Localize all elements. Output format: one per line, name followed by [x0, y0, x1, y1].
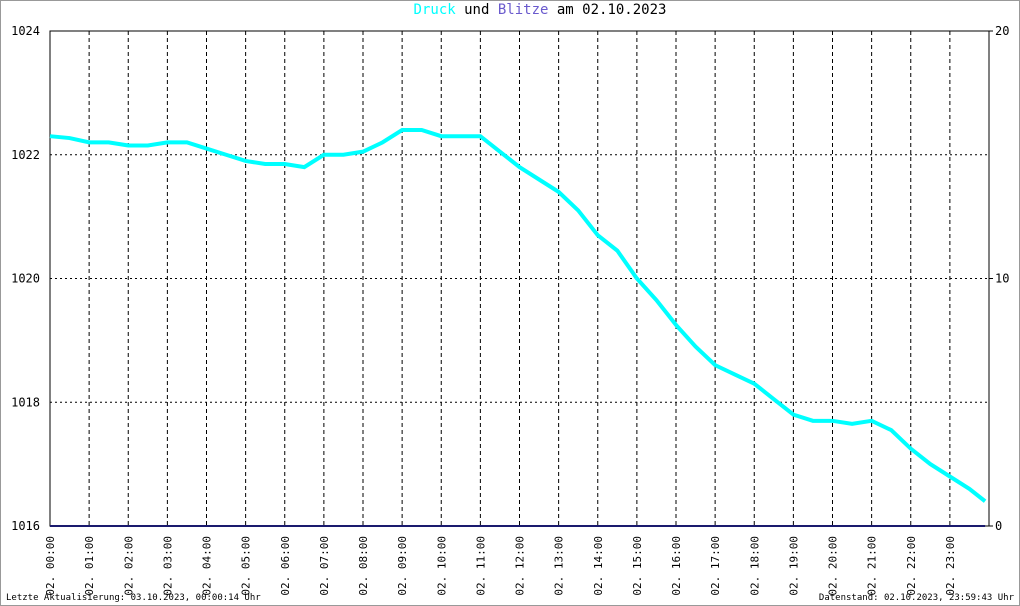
- x-tick-label: 02. 22:00: [905, 536, 918, 596]
- x-tick-label: 02. 00:00: [44, 536, 57, 596]
- y2-tick-label: 0: [995, 519, 1002, 533]
- y-tick-label: 1022: [11, 148, 40, 162]
- x-tick-label: 02. 16:00: [670, 536, 683, 596]
- x-tick-label: 02. 04:00: [201, 536, 214, 596]
- x-tick-label: 02. 08:00: [357, 536, 370, 596]
- y-tick-label: 1016: [11, 519, 40, 533]
- data-line: [49, 128, 987, 503]
- x-tick-label: 02. 01:00: [83, 536, 96, 596]
- x-tick-label: 02. 03:00: [161, 536, 174, 596]
- y-tick-label: 1020: [11, 272, 40, 286]
- x-tick-label: 02. 11:00: [474, 536, 487, 596]
- title-part: und: [464, 2, 489, 18]
- x-tick-label: 02. 12:00: [514, 536, 527, 596]
- y2-tick-label: 20: [995, 24, 1009, 38]
- x-tick-label: 02. 21:00: [866, 536, 879, 596]
- x-tick-label: 02. 06:00: [279, 536, 292, 596]
- title-series: Druck: [414, 2, 457, 18]
- x-tick-label: 02. 15:00: [631, 536, 644, 596]
- x-tick-label: 02. 05:00: [240, 536, 253, 596]
- x-tick-label: 02. 07:00: [318, 536, 331, 596]
- x-tick-label: 02. 14:00: [592, 536, 605, 596]
- chart-title: Druck und Blitze am 02.10.2023: [414, 2, 667, 18]
- footer-left: Letzte Aktualisierung: 03.10.2023, 00:00…: [6, 593, 261, 603]
- x-tick-label: 02. 20:00: [827, 536, 840, 596]
- y2-tick-label: 10: [995, 272, 1009, 286]
- x-tick-label: 02. 23:00: [944, 536, 957, 596]
- y-tick-label: 1024: [11, 24, 40, 38]
- x-tick-label: 02. 17:00: [709, 536, 722, 596]
- y-tick-label: 1018: [11, 395, 40, 409]
- x-tick-label: 02. 13:00: [553, 536, 566, 596]
- title-part: am 02.10.2023: [557, 2, 667, 18]
- x-tick-label: 02. 10:00: [435, 536, 448, 596]
- x-tick-label: 02. 02:00: [122, 536, 135, 596]
- x-tick-label: 02. 19:00: [787, 536, 800, 596]
- title-series: Blitze: [498, 2, 549, 18]
- x-tick-label: 02. 18:00: [748, 536, 761, 596]
- x-tick-label: 02. 09:00: [396, 536, 409, 596]
- footer-right: Datenstand: 02.10.2023, 23:59:43 Uhr: [819, 593, 1015, 603]
